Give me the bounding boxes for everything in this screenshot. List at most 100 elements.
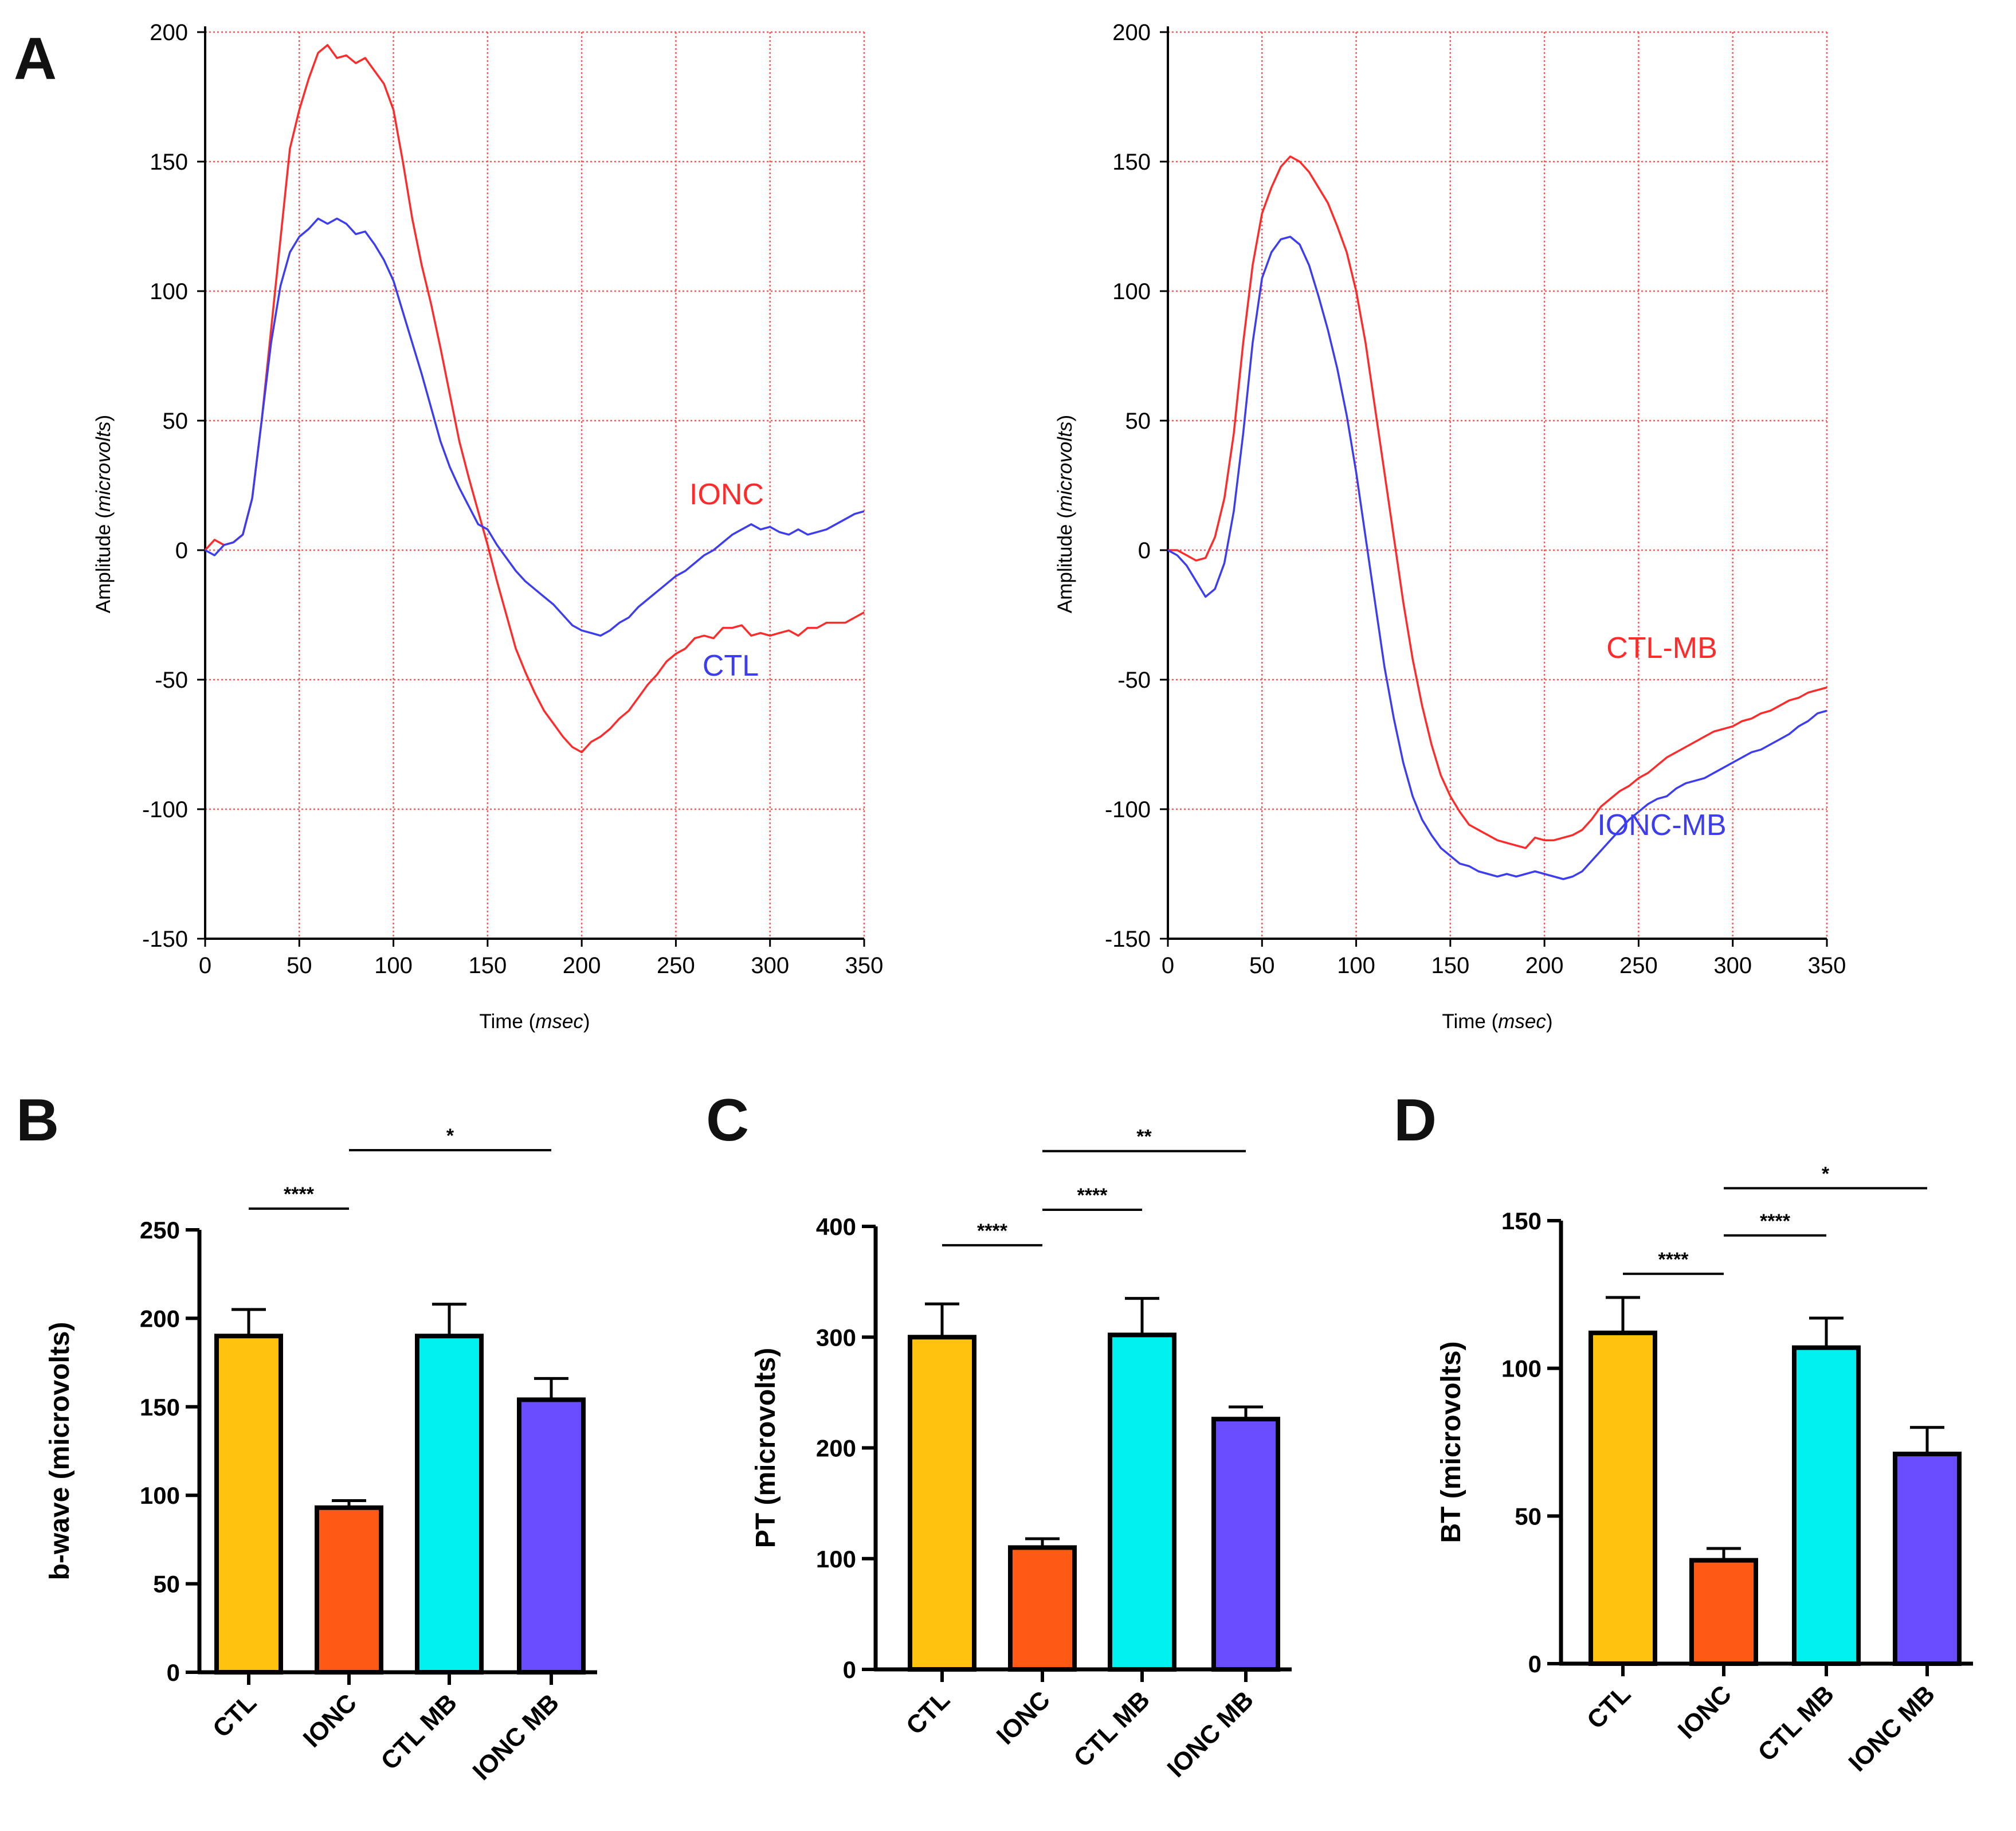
y-tick-label: 150 (1112, 150, 1151, 175)
y-tick-label: 300 (816, 1324, 856, 1351)
x-axis-label-main: Time ( (1442, 1010, 1498, 1033)
y-tick-label: 250 (140, 1217, 180, 1244)
significance-label: ** (1136, 1126, 1152, 1148)
bar-ctl (214, 1334, 283, 1675)
bar-ionc (1689, 1558, 1758, 1666)
y-tick-label: 150 (1501, 1207, 1542, 1234)
x-tick-label: 350 (845, 953, 884, 978)
panel-label-b: B (16, 1087, 59, 1154)
series-label: IONC-MB (1597, 809, 1726, 842)
x-tick-label: 0 (1162, 953, 1174, 978)
x-axis-label-end: ) (1546, 1010, 1553, 1033)
y-tick-label: 200 (1112, 20, 1151, 45)
category-label: IONC (1673, 1680, 1737, 1744)
y-axis-label: Amplitude (microvolts) (92, 415, 115, 613)
x-tick-label: 50 (287, 953, 312, 978)
erg-trace-chart-mb: 0 50 100 150 200 250 300 350 -150 -100 -50 0 50 100 15… (1054, 20, 1846, 1033)
x-tick-label: 300 (751, 953, 789, 978)
significance-label: **** (977, 1220, 1008, 1242)
bar-ctl-mb (415, 1334, 484, 1675)
category-label: CTL MB (1068, 1685, 1155, 1773)
y-tick-label: 200 (140, 1305, 180, 1332)
y-tick-label: 100 (1112, 279, 1151, 304)
bar-ctl-mb (1108, 1332, 1176, 1672)
y-axis-label-end: ) (1054, 415, 1076, 422)
y-tick-label: 150 (140, 1394, 180, 1421)
x-axis-label: Time (msec) (479, 1010, 590, 1033)
category-label: IONC (298, 1688, 362, 1752)
y-axis-label-end: ) (92, 415, 115, 422)
y-axis-label: BT (microvolts) (1436, 1341, 1466, 1543)
bar-ionc-mb (517, 1397, 586, 1675)
x-tick-label: 300 (1713, 953, 1752, 978)
x-axis-label-end: ) (583, 1010, 590, 1033)
x-axis-label-unit: msec (1498, 1010, 1546, 1033)
significance-label: * (1822, 1163, 1830, 1185)
series-label: IONC (689, 478, 764, 511)
bar-chart-b-wave: 0 50 100 150 200 250 b-wave (microvolts) CTL ION… (45, 1125, 597, 1786)
y-axis-label-unit: microvolts (92, 422, 115, 512)
y-tick-label: -50 (155, 668, 188, 693)
category-label: IONC MB (1844, 1680, 1940, 1777)
y-tick-label: 150 (150, 150, 188, 175)
bar-ctl (1589, 1330, 1657, 1666)
y-tick-label: 100 (140, 1482, 180, 1509)
bar-ionc (1008, 1545, 1077, 1672)
bar-ctl-mb (1792, 1345, 1861, 1666)
bar-chart-pt: 0 100 200 300 400 PT (microvolts) CTL IONC CTL M… (751, 1126, 1292, 1783)
series-line-ionc-mb (1167, 236, 1827, 880)
series-label: CTL (703, 649, 759, 683)
category-label: IONC MB (468, 1688, 564, 1785)
category-label: CTL (901, 1685, 955, 1740)
y-tick-label: 50 (163, 409, 189, 434)
y-tick-label: 0 (1138, 538, 1151, 563)
x-tick-label: 0 (199, 953, 211, 978)
significance-label: **** (284, 1183, 315, 1205)
x-tick-label: 250 (657, 953, 695, 978)
y-tick-label: -50 (1117, 668, 1151, 693)
bar-ctl (908, 1335, 976, 1672)
y-tick-label: 100 (816, 1546, 856, 1573)
y-tick-label: 200 (816, 1435, 856, 1462)
y-axis-label-unit: microvolts (1054, 422, 1076, 512)
x-axis-label-main: Time ( (479, 1010, 535, 1033)
series-line-ctl (204, 44, 865, 754)
significance-label: * (446, 1125, 454, 1147)
x-axis-label: Time (msec) (1442, 1010, 1552, 1033)
category-label: IONC MB (1162, 1685, 1259, 1782)
y-axis-label: b-wave (microvolts) (45, 1322, 75, 1581)
category-label: IONC (991, 1685, 1056, 1750)
panel-label-c: C (706, 1087, 749, 1154)
y-tick-label: 200 (150, 20, 188, 45)
erg-trace-chart-ctl-ionc: 0 50 100 150 200 250 300 350 -150 -100 -50 0 50 100 15… (92, 20, 883, 1033)
significance-label: **** (1658, 1249, 1689, 1271)
x-tick-label: 150 (468, 953, 507, 978)
y-tick-label: 0 (843, 1656, 856, 1683)
series-label: CTL-MB (1606, 632, 1717, 665)
panel-label-a: A (14, 26, 57, 92)
series-line-ctl-mb (1168, 155, 1827, 849)
y-axis-label-main: Amplitude ( (92, 512, 115, 613)
x-tick-label: 100 (1337, 953, 1375, 978)
bar-ionc-mb (1211, 1417, 1280, 1672)
y-tick-label: 0 (1528, 1650, 1542, 1677)
y-tick-label: -100 (1105, 797, 1151, 822)
y-axis-label: Amplitude (microvolts) (1054, 415, 1076, 613)
y-tick-label: 0 (167, 1659, 180, 1686)
category-label: CTL (207, 1688, 262, 1743)
x-tick-label: 200 (563, 953, 601, 978)
y-tick-label: 100 (150, 279, 188, 304)
x-tick-label: 50 (1249, 953, 1275, 978)
y-tick-label: 400 (816, 1213, 856, 1240)
category-label: CTL MB (375, 1688, 462, 1775)
y-tick-label: 50 (153, 1571, 180, 1598)
significance-label: **** (1077, 1185, 1108, 1206)
y-tick-label: 50 (1125, 409, 1151, 434)
y-tick-label: -100 (142, 797, 188, 822)
y-tick-label: 0 (175, 538, 188, 563)
category-label: CTL MB (1752, 1680, 1839, 1767)
panel-label-d: D (1394, 1087, 1437, 1154)
x-axis-label-unit: msec (535, 1010, 583, 1033)
category-label: CTL (1582, 1680, 1636, 1734)
